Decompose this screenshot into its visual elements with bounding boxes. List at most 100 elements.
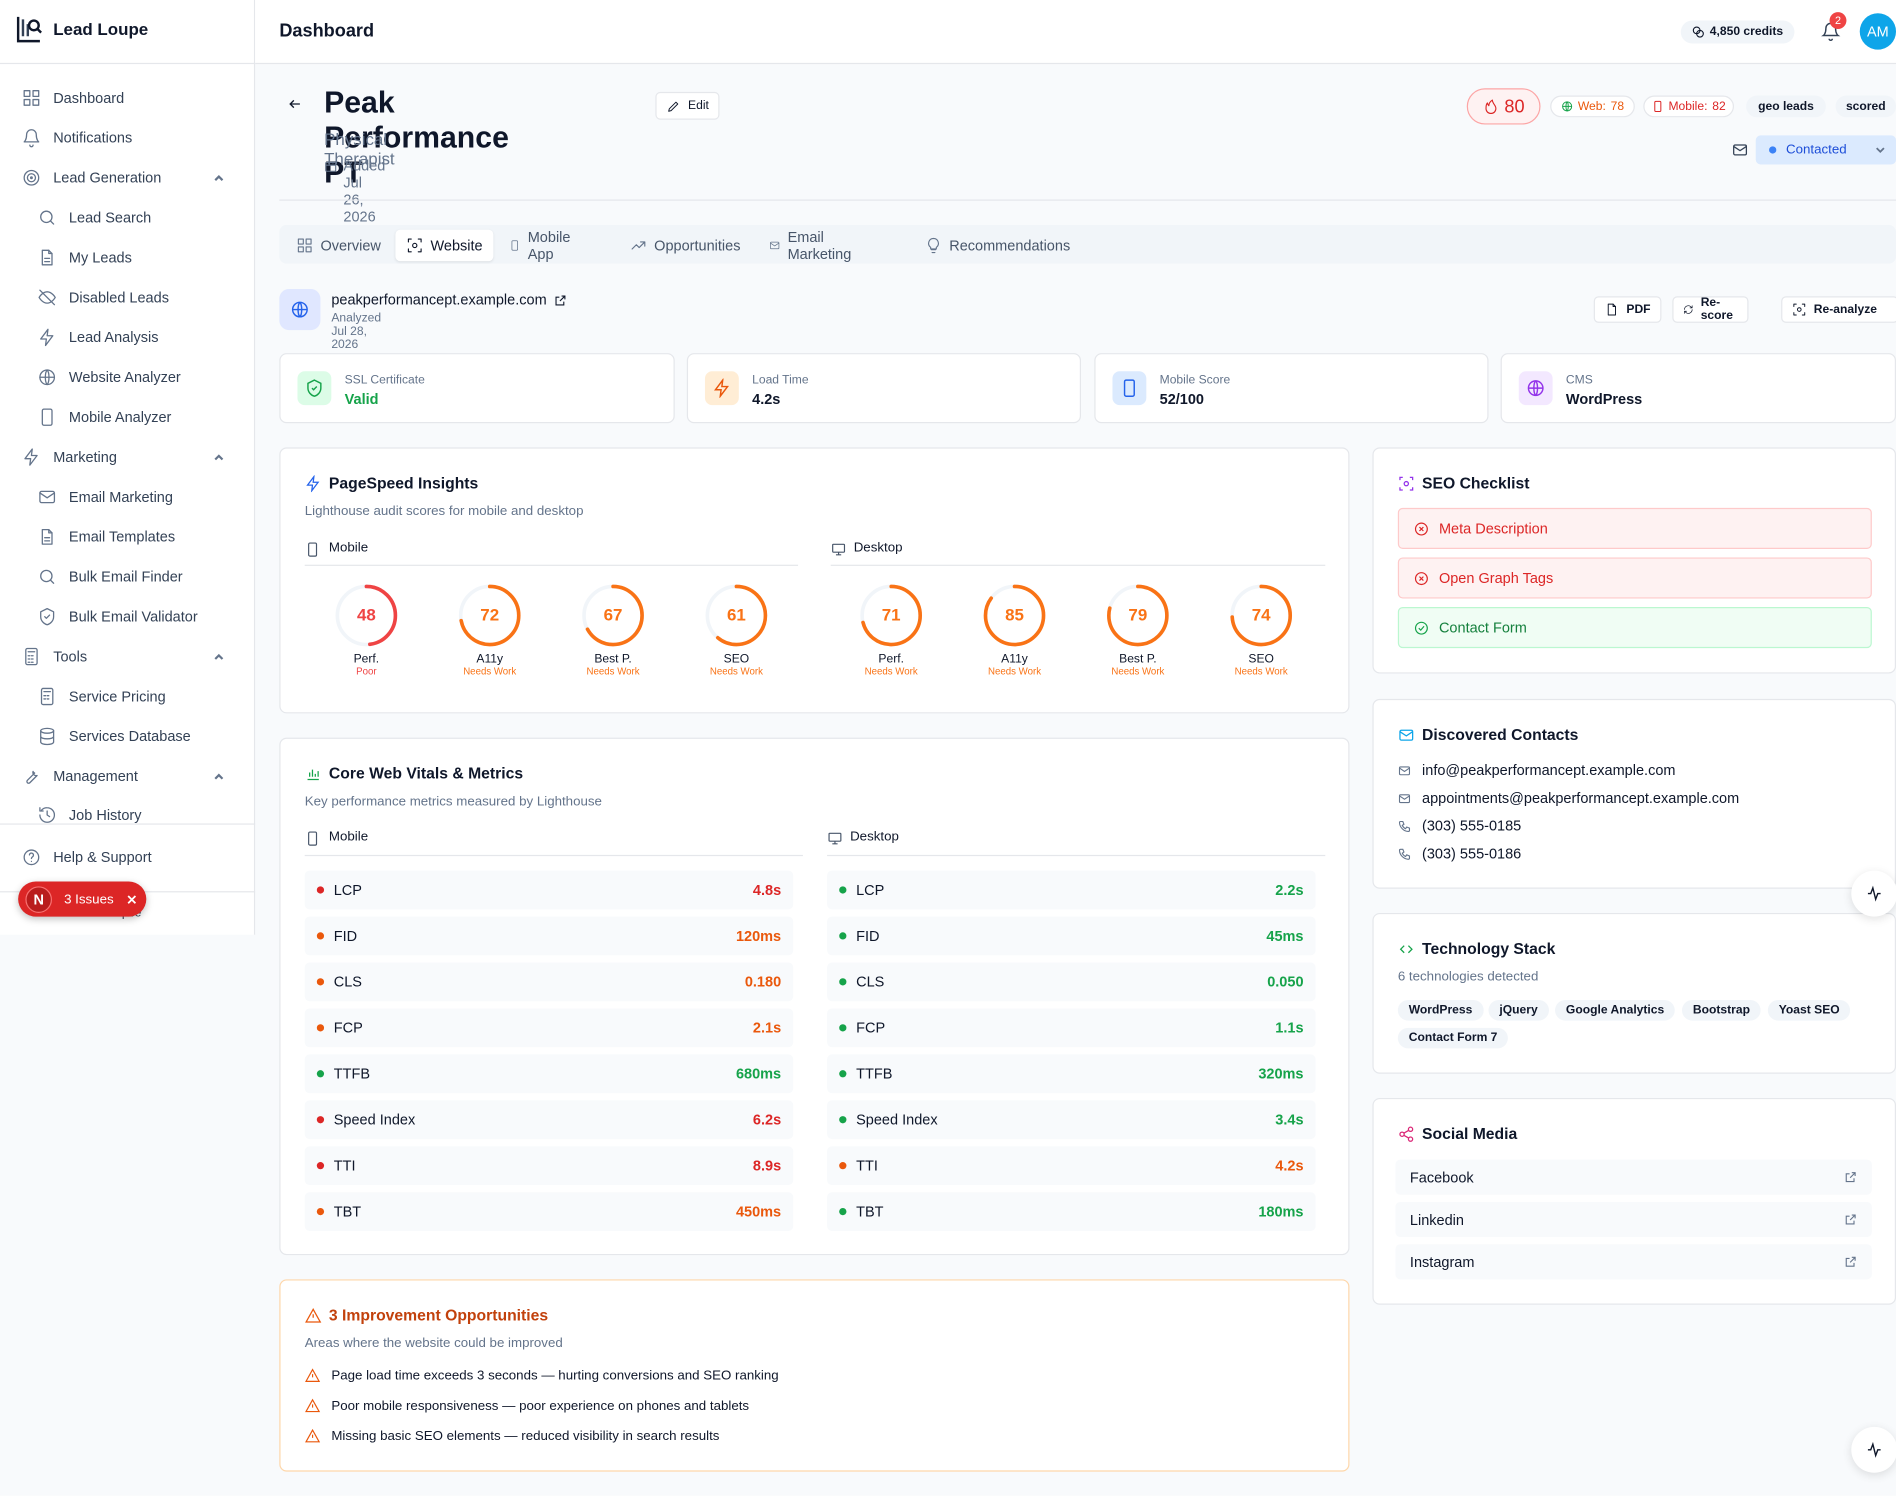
tag-badge: geo leads — [1746, 95, 1826, 118]
flame-icon — [1485, 99, 1497, 115]
social-name: Instagram — [1409, 1253, 1475, 1271]
sidebar-item-label: Management — [53, 767, 138, 785]
reanalyze-button[interactable]: Re-analyze — [1781, 296, 1896, 323]
avatar[interactable]: AM — [1859, 13, 1896, 50]
sidebar-item-tools[interactable]: Tools — [22, 647, 87, 666]
mail-icon[interactable] — [1732, 141, 1749, 158]
sidebar-item-email-marketing[interactable]: Email Marketing — [37, 487, 173, 506]
sidebar-item-lead-analysis[interactable]: Lead Analysis — [37, 328, 158, 347]
gauge-status: Needs Work — [709, 666, 763, 678]
opportunity-item: Poor mobile responsiveness — poor experi… — [305, 1398, 749, 1414]
cwv-title: Core Web Vitals & Metrics — [328, 764, 524, 783]
sidebar-item-disabled-leads[interactable]: Disabled Leads — [37, 288, 169, 307]
sidebar-item-label: Email Marketing — [68, 488, 173, 506]
tab-label: Overview — [320, 237, 381, 254]
bell-icon — [23, 129, 40, 148]
social-link-facebook[interactable]: Facebook — [1395, 1159, 1872, 1195]
activity-fab[interactable] — [1851, 1426, 1896, 1473]
smartphone-icon — [41, 408, 53, 426]
social-title: Social Media — [1422, 1124, 1518, 1143]
metric-status-dot — [316, 932, 325, 940]
tab-website[interactable]: Website — [395, 229, 494, 262]
status-select[interactable]: Contacted — [1755, 135, 1896, 165]
gauge-ring — [458, 584, 521, 647]
tab-label: Website — [430, 237, 483, 254]
page-title: Dashboard — [279, 20, 375, 42]
metric-row: TTFB 320ms — [827, 1054, 1316, 1094]
search-icon — [40, 210, 55, 225]
contact-phone[interactable]: (303) 555-0186 — [1398, 845, 1521, 862]
cwv-desktop-label: Desktop — [850, 829, 899, 845]
chevron-up-icon[interactable] — [213, 770, 225, 782]
stat-icon-box — [704, 371, 739, 406]
score-gauge: 48 Perf. Poor — [334, 583, 407, 677]
tab-email-marketing[interactable]: Email Marketing — [758, 229, 868, 262]
website-url-link[interactable]: peakperformancept.example.com — [331, 291, 567, 308]
stat-label: Load Time — [752, 373, 809, 387]
sidebar-item-my-leads[interactable]: My Leads — [37, 248, 132, 267]
sidebar-item-lead-search[interactable]: Lead Search — [37, 208, 151, 227]
sidebar-item-label: Service Pricing — [68, 688, 166, 705]
pagespeed-card: PageSpeed Insights Lighthouse audit scor… — [279, 447, 1350, 714]
sidebar-item-website-analyzer[interactable]: Website Analyzer — [37, 368, 181, 387]
bar-chart-icon — [307, 769, 319, 781]
chevron-up-icon[interactable] — [213, 651, 225, 663]
pdf-button[interactable]: PDF — [1593, 296, 1662, 323]
rescore-label: Re-score — [1700, 296, 1733, 323]
close-icon[interactable] — [126, 893, 138, 905]
mail-icon — [770, 241, 780, 250]
tab-overview[interactable]: Overview — [285, 230, 391, 261]
sidebar-item-lead-generation[interactable]: Lead Generation — [22, 168, 162, 187]
social-link-instagram[interactable]: Instagram — [1395, 1244, 1872, 1280]
seo-check-label: Meta Description — [1438, 519, 1548, 537]
contact-email[interactable]: appointments@peakperformancept.example.c… — [1398, 790, 1739, 807]
metric-name: Speed Index — [333, 1111, 416, 1129]
tab-recommendations[interactable]: Recommendations — [914, 230, 1081, 261]
monitor-icon — [832, 543, 846, 556]
tab-opportunities[interactable]: Opportunities — [619, 230, 751, 261]
globe-icon — [291, 301, 308, 318]
social-link-linkedin[interactable]: Linkedin — [1395, 1201, 1872, 1238]
chevron-up-icon[interactable] — [213, 172, 225, 184]
tech-badge: Bootstrap — [1681, 1000, 1761, 1021]
tab-mobile-app[interactable]: Mobile App — [498, 229, 587, 262]
zap-icon — [40, 328, 54, 347]
analyzed-date: Analyzed Jul 28, 2026 — [331, 311, 382, 352]
sidebar-item-service-pricing[interactable]: Service Pricing — [37, 687, 166, 706]
pagespeed-desktop-label: Desktop — [853, 540, 903, 556]
contact-phone[interactable]: (303) 555-0185 — [1398, 817, 1521, 834]
opportunities-card: 3 Improvement Opportunities Areas where … — [279, 1279, 1350, 1472]
sidebar-item-email-templates[interactable]: Email Templates — [37, 527, 175, 546]
cwv-card: Core Web Vitals & Metrics Key performanc… — [279, 737, 1350, 1256]
sidebar-item-bulk-email-validator[interactable]: Bulk Email Validator — [37, 607, 198, 626]
sidebar-item-management[interactable]: Management — [22, 767, 138, 786]
status-value: Contacted — [1785, 142, 1847, 158]
gauge-score: 71 — [881, 604, 901, 624]
sidebar-item-bulk-email-finder[interactable]: Bulk Email Finder — [37, 567, 183, 586]
wrench-icon — [26, 770, 38, 784]
back-arrow-icon[interactable] — [288, 97, 303, 112]
file-icon — [41, 249, 53, 266]
app-logo[interactable]: Lead Loupe — [15, 15, 148, 44]
gauge-status: Needs Work — [586, 666, 640, 678]
sidebar-item-label: Tools — [53, 648, 88, 666]
tabs-bar — [279, 224, 1896, 264]
chevron-up-icon[interactable] — [213, 451, 225, 463]
sidebar-item-dashboard[interactable]: Dashboard — [22, 88, 124, 107]
chevron-down-icon — [1876, 147, 1885, 154]
alert-triangle-icon — [305, 1368, 321, 1382]
activity-fab[interactable] — [1851, 870, 1896, 917]
sidebar-item-notifications[interactable]: Notifications — [22, 128, 132, 148]
issues-badge[interactable]: N 3 Issues — [18, 881, 147, 917]
contact-email[interactable]: info@peakperformancept.example.com — [1398, 762, 1675, 779]
metric-row: LCP 2.2s — [827, 870, 1316, 910]
sidebar-item-services-database[interactable]: Services Database — [37, 727, 191, 746]
edit-button[interactable]: Edit — [655, 91, 720, 120]
sidebar-item-label: Lead Analysis — [68, 328, 159, 346]
sidebar-item-help[interactable]: Help & Support — [22, 848, 152, 867]
sidebar-item-mobile-analyzer[interactable]: Mobile Analyzer — [37, 408, 171, 427]
sidebar-item-marketing[interactable]: Marketing — [22, 447, 117, 466]
credits-badge[interactable]: 4,850 credits — [1680, 20, 1794, 44]
rescore-button[interactable]: Re-score — [1672, 296, 1749, 323]
sidebar-item-job-history[interactable]: Job History — [37, 807, 142, 823]
